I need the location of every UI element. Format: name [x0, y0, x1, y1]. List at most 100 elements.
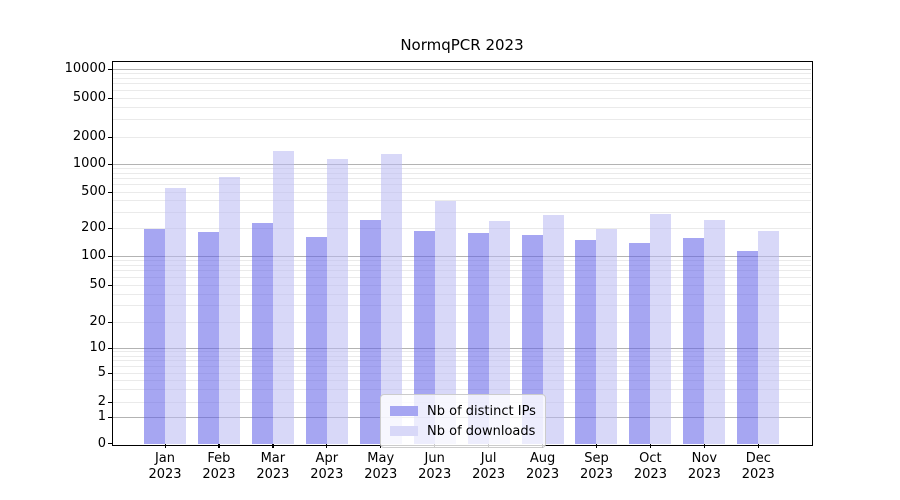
gridline-minor — [113, 167, 811, 169]
x-tick-label-aug: Aug 2023 — [526, 450, 560, 482]
bar-nb-of-downloads-aug — [542, 215, 564, 444]
y-tick-mark — [108, 255, 113, 257]
legend: Nb of distinct IPs Nb of downloads — [380, 394, 546, 448]
y-tick-label-500: 500 — [81, 184, 106, 199]
y-tick-mark — [108, 372, 113, 374]
legend-label-downloads: Nb of downloads — [427, 423, 536, 439]
x-tick-label-jun: Jun 2023 — [418, 450, 452, 482]
gridline-minor — [113, 191, 811, 193]
gridline-minor — [113, 89, 811, 91]
bar-nb-of-downloads-sep — [596, 229, 618, 444]
gridline-minor — [113, 293, 811, 295]
gridline-minor — [113, 77, 811, 79]
y-tick-label-10: 10 — [89, 340, 106, 355]
legend-entry-downloads: Nb of downloads — [390, 421, 536, 441]
gridline-minor — [113, 355, 811, 357]
x-tick-mark — [164, 444, 166, 448]
y-tick-mark — [108, 416, 113, 418]
plot-area — [113, 62, 811, 444]
y-tick-mark — [108, 68, 113, 70]
bar-nb-of-downloads-oct — [650, 213, 672, 444]
gridline-minor — [113, 97, 811, 99]
y-tick-mark — [108, 191, 113, 193]
x-tick-label-nov: Nov 2023 — [687, 450, 721, 482]
bar-nb-of-distinct-ips-aug — [521, 235, 543, 444]
bar-nb-of-distinct-ips-feb — [197, 232, 219, 444]
x-tick-label-jul: Jul 2023 — [472, 450, 506, 482]
gridline-minor — [113, 211, 811, 213]
y-tick-label-0: 0 — [97, 435, 106, 451]
gridline-minor — [113, 351, 811, 353]
gridline-minor — [113, 227, 811, 229]
gridline-minor — [113, 270, 811, 272]
gridline-minor — [113, 276, 811, 278]
x-tick-label-dec: Dec 2023 — [741, 450, 775, 482]
y-tick-mark — [108, 347, 113, 349]
x-tick-mark — [326, 444, 328, 448]
y-tick-label-100: 100 — [81, 248, 106, 263]
gridline-minor — [113, 119, 811, 121]
x-tick-label-oct: Oct 2023 — [633, 450, 667, 482]
bar-nb-of-downloads-jan — [165, 187, 186, 444]
bar-nb-of-downloads-apr — [326, 158, 348, 444]
bar-nb-of-distinct-ips-apr — [305, 236, 327, 444]
gridline-minor — [113, 72, 811, 74]
bar-nb-of-distinct-ips-dec — [737, 251, 759, 444]
bar-nb-of-downloads-nov — [704, 220, 726, 444]
y-tick-mark — [108, 97, 113, 99]
x-tick-mark — [272, 444, 274, 448]
y-tick-label-1: 1 — [97, 409, 106, 424]
legend-label-distinct-ips: Nb of distinct IPs — [427, 403, 536, 419]
x-tick-mark — [218, 444, 220, 448]
bar-nb-of-distinct-ips-jan — [144, 229, 165, 444]
legend-swatch-downloads — [390, 426, 418, 436]
gridline-minor — [113, 172, 811, 174]
chart-title: NormqPCR 2023 — [400, 36, 524, 54]
x-tick-mark — [703, 444, 706, 448]
bar-nb-of-downloads-feb — [218, 176, 240, 444]
gridline-major — [113, 255, 811, 257]
bar-nb-of-distinct-ips-may — [359, 219, 381, 444]
gridline-major — [113, 163, 811, 165]
gridline-major — [113, 347, 811, 349]
legend-entry-distinct-ips: Nb of distinct IPs — [390, 401, 536, 421]
x-tick-label-sep: Sep 2023 — [579, 450, 614, 482]
bar-nb-of-downloads-jun — [434, 200, 456, 444]
y-tick-label-5000: 5000 — [72, 90, 106, 105]
bar-nb-of-distinct-ips-mar — [251, 222, 273, 444]
gridline-minor — [113, 388, 811, 390]
gridline-minor — [113, 184, 811, 186]
x-tick-label-jan: Jan 2023 — [148, 450, 182, 482]
bar-nb-of-distinct-ips-jun — [413, 230, 435, 444]
y-tick-mark — [108, 443, 113, 445]
y-tick-label-200: 200 — [81, 220, 106, 235]
x-tick-mark — [757, 444, 759, 448]
bar-nb-of-distinct-ips-nov — [683, 238, 705, 444]
y-tick-mark — [108, 163, 113, 165]
y-tick-label-2: 2 — [97, 394, 106, 409]
bar-nb-of-downloads-mar — [272, 151, 294, 444]
x-tick-label-feb: Feb 2023 — [202, 450, 236, 482]
gridline-minor — [113, 136, 811, 138]
gridline-minor — [113, 177, 811, 179]
gridline-minor — [113, 264, 811, 266]
gridline-minor — [113, 83, 811, 85]
legend-swatch-distinct-ips — [390, 406, 418, 416]
gridline-minor — [113, 365, 811, 367]
x-tick-mark — [595, 444, 598, 448]
bar-nb-of-downloads-jul — [488, 220, 510, 444]
x-tick-label-mar: Mar 2023 — [256, 450, 290, 482]
y-tick-label-2000: 2000 — [72, 129, 106, 144]
bar-nb-of-distinct-ips-oct — [629, 242, 651, 444]
gridline-minor — [113, 106, 811, 108]
bar-nb-of-distinct-ips-jul — [467, 232, 489, 444]
bar-nb-of-distinct-ips-sep — [575, 240, 597, 444]
bar-nb-of-downloads-dec — [758, 230, 780, 444]
gridline-minor — [113, 259, 811, 261]
y-tick-mark — [108, 284, 113, 286]
gridline-minor — [113, 379, 811, 381]
y-tick-label-10000: 10000 — [64, 61, 106, 76]
x-tick-mark — [649, 444, 652, 448]
gridline-minor — [113, 200, 811, 202]
